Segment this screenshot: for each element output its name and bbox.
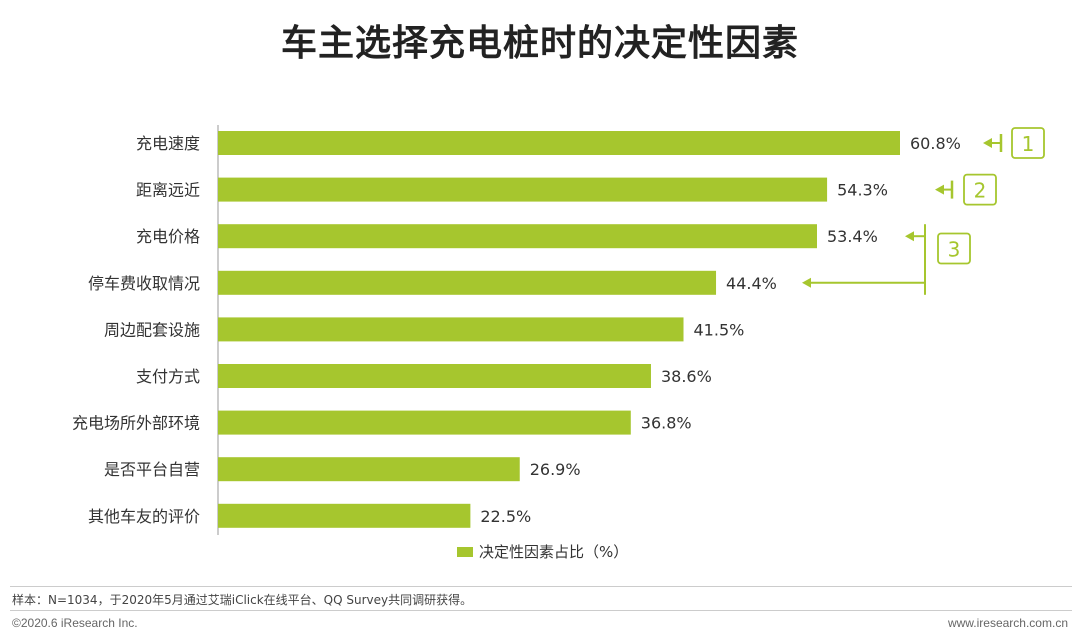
category-label: 其他车友的评价: [88, 507, 200, 526]
bar-chart: 充电速度 60.8% 距离远近 54.3% 充电价格 53.4% 停车费收取情况 44.4% 周…: [72, 125, 1045, 535]
bar: [218, 177, 828, 202]
rank-badge: [963, 173, 997, 206]
category-label: 支付方式: [136, 367, 200, 386]
rank-badge: [1011, 127, 1045, 159]
website-url: www.iresearch.com.cn: [947, 616, 1068, 630]
bar: [218, 364, 651, 388]
copyright-text: ©2020.6 iResearch Inc.: [12, 616, 138, 630]
legend-label: 决定性因素占比（%）: [479, 543, 629, 561]
arrow-head: [935, 184, 944, 195]
bar: [218, 410, 631, 435]
legend: 决定性因素占比（%）: [457, 541, 628, 562]
rank-badge-label: 1: [1022, 132, 1035, 156]
category-label: 充电价格: [136, 227, 200, 246]
value-label: 26.9%: [530, 460, 581, 479]
arrow-head: [983, 138, 992, 148]
bar: [218, 270, 717, 295]
value-label: 54.3%: [837, 181, 888, 200]
value-label: 60.8%: [910, 134, 961, 153]
bar: [218, 317, 684, 342]
sample-note: 样本：N=1034，于2020年5月通过艾瑞iClick在线平台、QQ Surv…: [12, 593, 473, 607]
rank-badge-label: 2: [974, 179, 987, 203]
footer-divider-top: [10, 586, 1072, 587]
rank-badge: [937, 232, 971, 265]
arrow-head: [905, 231, 914, 242]
bar: [218, 224, 817, 249]
bar: [218, 457, 520, 482]
bar: [218, 131, 900, 155]
value-label: 44.4%: [726, 274, 777, 293]
legend-swatch: [457, 546, 473, 557]
category-label: 充电场所外部环境: [72, 414, 200, 433]
category-label: 充电速度: [136, 134, 200, 153]
value-label: 41.5%: [694, 320, 745, 339]
category-label: 停车费收取情况: [88, 274, 200, 293]
category-label: 距离远近: [136, 181, 200, 200]
chart-title: 车主选择充电桩时的决定性因素: [280, 23, 799, 64]
rank-badge-label: 3: [948, 238, 961, 262]
value-label: 53.4%: [827, 227, 878, 246]
value-label: 22.5%: [480, 507, 531, 526]
footer-divider-bottom: [10, 610, 1072, 611]
arrow-head: [802, 277, 811, 288]
category-label: 周边配套设施: [104, 320, 200, 339]
category-label: 是否平台自营: [104, 460, 200, 479]
value-label: 38.6%: [661, 367, 712, 386]
bar: [218, 503, 471, 528]
value-label: 36.8%: [641, 414, 692, 433]
